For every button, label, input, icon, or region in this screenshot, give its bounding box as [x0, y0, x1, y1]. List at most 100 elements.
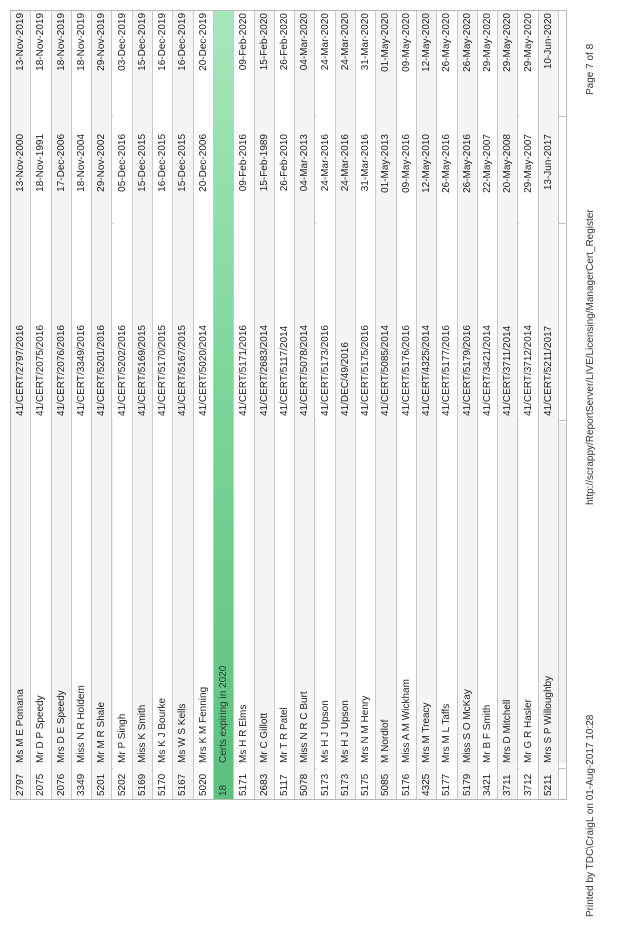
table-row: 2075 Mr D P Speedy 41/CERT/2075/2016 18-Nov…	[31, 11, 52, 799]
holder-name-cell: Mrs N M Henry	[360, 695, 372, 763]
expiry-date-cell: 09-May-2020	[400, 13, 412, 72]
holder-name-cell: Mr D P Speedy	[35, 695, 47, 763]
holder-name-cell: Ms W S Kells	[177, 703, 189, 763]
table-row: 5173 Ms H J Upson 41/CERT/5173/2016 24-Mar-…	[315, 11, 336, 799]
certificate-number-cell: 41/CERT/4325/2014	[421, 325, 432, 416]
certificate-number-cell: 41/CERT/2075/2016	[35, 325, 47, 416]
holder-name-cell: Mrs M L Taffs	[441, 703, 453, 763]
table-row: 3711 Mrs D Mitchell 41/CERT/3711/2014 20-Ma…	[498, 11, 519, 799]
expiry-date-cell: 26-Feb-2020	[278, 13, 290, 71]
issue-date-cell: 22-May-2007	[481, 134, 493, 193]
table-row: 5176 Miss A M Wickham 41/CERT/5176/2016 09-…	[396, 11, 417, 799]
expiry-date-cell: 18-Nov-2019	[75, 13, 87, 71]
table-row: 5175 Mrs N M Henry 41/CERT/5175/2016 31-Mar…	[356, 11, 377, 799]
licence-id-cell: 18	[218, 784, 229, 796]
expiry-date-cell: 15-Dec-2019	[136, 13, 148, 71]
expiry-date-cell: 29-May-2020	[502, 13, 514, 72]
certificate-number-cell: 41/CERT/5171/2016	[238, 325, 250, 416]
issue-date-cell: 20-May-2008	[502, 134, 514, 193]
issue-date-cell: 18-Nov-2004	[75, 134, 87, 192]
licence-id-cell: 3421	[481, 773, 493, 796]
holder-name-cell: Miss K Smith	[136, 704, 148, 763]
expiry-date-cell: 16-Dec-2019	[157, 13, 169, 71]
certificate-number-cell: 41/CERT/5202/2016	[116, 325, 128, 416]
holder-name-cell: Mrs K M Fenning	[197, 686, 209, 763]
licence-id-cell: 5173	[339, 773, 351, 796]
issue-date-cell: 12-May-2010	[421, 134, 432, 193]
expiry-date-cell: 13-Nov-2019	[15, 13, 26, 71]
expiry-date-cell: 04-Mar-2020	[299, 13, 311, 71]
table-row: 3349 Miss N R Holdem 41/CERT/3349/2016 18-N…	[71, 11, 93, 799]
licence-id-cell: 5173	[319, 773, 331, 796]
expiry-date-cell: 29-May-2020	[522, 13, 534, 72]
issue-date-cell: 15-Dec-2015	[136, 134, 148, 192]
certificate-number-cell: 41/CERT/5085/2014	[380, 325, 392, 416]
holder-name-cell: Mrs M Treacy	[421, 702, 432, 763]
licence-id-cell: 5169	[136, 773, 148, 796]
issue-date-cell: 15-Feb-1989	[258, 134, 270, 192]
holder-name-cell: Mr G R Hasler	[522, 699, 534, 763]
table-row: 5167 Ms W S Kells 41/CERT/5167/2015 15-Dec-…	[173, 11, 194, 799]
licence-id-cell: 5171	[238, 773, 250, 796]
holder-name-cell: Miss A M Wickham	[400, 679, 412, 763]
certificate-number-cell: 41/CERT/3349/2016	[75, 325, 87, 416]
issue-date-cell: 05-Dec-2016	[116, 134, 128, 192]
table-row: 5177 Mrs M L Taffs 41/CERT/5177/2016 26-May…	[437, 11, 458, 799]
expiry-date-cell: 01-May-2020	[380, 13, 392, 72]
holder-name-cell: Mr C Gillott	[258, 713, 270, 763]
issue-date-cell: 15-Dec-2015	[177, 134, 189, 192]
report-url-footer: http://scrappy/ReportServer/LIVE/Licensi…	[585, 209, 596, 505]
licence-id-cell: 5177	[441, 773, 453, 796]
expiry-date-cell: 29-Nov-2019	[96, 13, 108, 71]
licence-id-cell: 5085	[380, 773, 392, 796]
holder-name-cell: Mrs D Mitchell	[502, 699, 514, 763]
issue-date-cell: 17-Dec-2006	[55, 134, 67, 192]
holder-name-cell: Mrs S P Willoughby	[542, 675, 554, 763]
licence-id-cell: 3712	[522, 773, 534, 796]
expiry-date-cell: 16-Dec-2019	[177, 13, 189, 71]
certificate-number-cell: 41/CERT/3711/2014	[502, 325, 514, 416]
table-row: 2076 Mrs D E Speedy 41/CERT/2076/2016 17-De…	[51, 11, 72, 799]
licence-id-cell: 5170	[157, 773, 169, 796]
holder-name-cell: Mr P Singh	[116, 713, 128, 763]
expiry-date-cell: 03-Dec-2019	[116, 13, 128, 71]
holder-name-cell: Mr T R Patel	[278, 707, 290, 763]
issue-date-cell: 24-Mar-2016	[339, 134, 351, 192]
certificate-number-cell: 41/CERT/5175/2016	[360, 325, 372, 416]
expiry-date-cell: 20-Dec-2019	[197, 13, 209, 71]
table-row: 5211 Mrs S P Willoughby 41/CERT/5211/2017 1…	[538, 11, 560, 799]
issue-date-cell: 04-Mar-2013	[299, 134, 311, 192]
issue-date-cell: 09-Feb-2016	[238, 134, 250, 192]
holder-name-cell: Mrs D E Speedy	[55, 690, 67, 763]
holder-name-cell: Ms H J Upson	[319, 700, 331, 763]
table-row: 5179 Miss S O McKay 41/CERT/5179/2016 26-Ma…	[457, 11, 478, 799]
issue-date-cell: 29-May-2007	[522, 134, 534, 193]
certificate-number-cell: 41/CERT/5201/2016	[96, 325, 108, 416]
expiry-date-cell: 15-Feb-2020	[258, 13, 270, 71]
table-row: 5085 M Nordlof 41/CERT/5085/2014 01-May-201…	[376, 11, 397, 799]
issue-date-cell: 29-Nov-2002	[96, 134, 108, 192]
certificate-number-cell: 41/CERT/2683/2014	[258, 325, 270, 416]
certificate-number-cell: 41/CERT/3421/2014	[481, 325, 493, 416]
expiry-date-cell: 26-May-2020	[461, 13, 473, 72]
issue-date-cell: 31-Mar-2016	[360, 134, 372, 192]
certificate-number-cell: 41/CERT/5117/2014	[278, 325, 290, 416]
holder-name-cell: Mr B F Smith	[481, 704, 493, 763]
licence-id-cell: 2683	[258, 773, 270, 796]
certificate-number-cell: 41/CERT/5179/2016	[461, 325, 473, 416]
licence-id-cell: 3711	[502, 774, 514, 796]
expiry-date-cell: 26-May-2020	[441, 13, 453, 72]
licence-id-cell: 5020	[197, 773, 209, 796]
licence-id-cell: 2075	[35, 773, 47, 796]
certificate-number-cell: 41/CERT/5173/2016	[319, 325, 331, 416]
certificate-number-cell: 41/CERT/5211/2017	[542, 325, 554, 416]
certificate-number-cell: 41/CERT/5169/2015	[136, 325, 148, 416]
section-header-row: 18 Certs expiring in 2020	[214, 11, 235, 799]
expiry-date-cell: 24-Mar-2020	[339, 13, 351, 71]
issue-date-cell	[214, 134, 233, 216]
certificate-number-cell: 41/CERT/3712/2014	[522, 325, 534, 416]
licence-id-cell: 5176	[400, 773, 412, 796]
issue-date-cell: 13-Jun-2017	[542, 134, 554, 191]
licence-id-cell: 5078	[299, 773, 311, 796]
